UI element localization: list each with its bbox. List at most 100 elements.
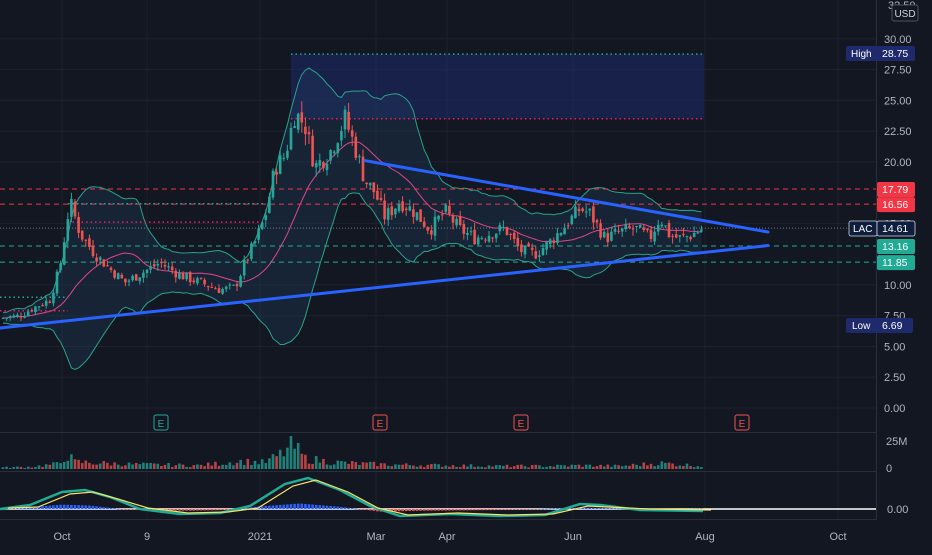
volume-bar (271, 454, 275, 469)
candle-body (325, 163, 329, 171)
volume-bar (37, 465, 41, 469)
candle-body (253, 241, 257, 244)
candle-body (343, 109, 347, 130)
volume-bar (588, 464, 592, 469)
volume-bar (59, 463, 62, 469)
macd-histogram-bar (178, 509, 181, 511)
trendline-lower[interactable] (0, 244, 770, 330)
macd-histogram-bar (307, 504, 311, 509)
candle-body (620, 228, 624, 232)
earnings-marker[interactable]: E (372, 414, 388, 431)
candle-body (224, 286, 228, 290)
time-tick-label: 2021 (248, 531, 272, 543)
macd-histogram-bar (451, 509, 455, 511)
volume-bar (685, 463, 689, 469)
candle-body (667, 223, 671, 238)
volume-bar (131, 464, 134, 469)
candle-body (160, 261, 163, 264)
volume-bar (556, 464, 559, 469)
macd-histogram-bar (134, 509, 138, 510)
earnings-marker[interactable]: E (513, 414, 529, 431)
candle-body (692, 233, 696, 238)
volume-bar (678, 465, 682, 469)
candle-body (73, 201, 77, 217)
macd-histogram-bar (458, 509, 462, 511)
macd-histogram-bar (224, 509, 228, 510)
macd-histogram-bar (73, 505, 77, 509)
macd-histogram-bar (62, 504, 66, 509)
candle-body (16, 314, 19, 317)
volume-bar (329, 465, 332, 469)
earnings-marker[interactable]: E (734, 414, 750, 431)
macd-histogram-bar (347, 507, 350, 509)
candle-body (250, 243, 253, 260)
macd-histogram-bar (419, 509, 422, 511)
volume-bar (88, 462, 91, 469)
time-axis[interactable]: Oct 9 2021 Mar Apr Jun Aug Oct (53, 531, 846, 543)
candle-body (462, 223, 466, 234)
macd-histogram-bar (250, 507, 253, 509)
candle-body (48, 301, 52, 303)
volume-axis: 25M 0 (886, 436, 907, 475)
volume-bar (577, 464, 581, 469)
volume-bar (235, 462, 239, 469)
candle-body (512, 232, 516, 240)
volume-bar (606, 464, 610, 469)
macd-histogram-bar (552, 508, 556, 510)
candle-body (30, 310, 34, 312)
candle-body (235, 283, 239, 287)
candle-body (606, 232, 610, 242)
volume-bar (516, 464, 520, 469)
macd-histogram-bar (210, 509, 214, 511)
candle-body (563, 227, 566, 235)
volume-bar (592, 466, 595, 469)
volume-bar (322, 458, 325, 469)
macd-histogram-bar (613, 508, 617, 510)
macd-histogram-bar (268, 505, 271, 509)
macd-histogram-bar (264, 505, 268, 509)
volume-bar (91, 464, 95, 469)
volume-bar (242, 465, 246, 469)
candle-body (336, 143, 340, 153)
volume-bar (98, 463, 102, 469)
volume-bar (455, 466, 458, 469)
earnings-marker[interactable]: E (153, 414, 169, 431)
macd-histogram-bar (376, 509, 379, 512)
volume-bar (5, 466, 8, 469)
volume-bar (372, 461, 376, 469)
candle-body (444, 204, 448, 213)
macd-histogram-bar (332, 506, 336, 509)
macd-histogram-bar (44, 505, 48, 509)
volume-bar (412, 465, 415, 469)
earnings-marker-box (513, 414, 529, 431)
macd-histogram-bar (530, 509, 534, 510)
volume-bar (1, 467, 5, 469)
candle-body (656, 224, 660, 232)
volume-bar (390, 466, 394, 469)
bollinger-upper-line (2, 67, 702, 313)
candle-body (8, 316, 12, 318)
candle-body (678, 235, 682, 237)
trendline-upper[interactable] (363, 159, 770, 234)
candle-body (502, 226, 505, 228)
candle-body (109, 267, 113, 270)
volume-bar (415, 466, 419, 469)
volume-bar (142, 462, 145, 469)
volume-bar (487, 465, 491, 469)
volume-bar (628, 465, 631, 469)
macd-histogram-bar (599, 508, 602, 509)
trendlines[interactable] (0, 159, 770, 330)
macd-histogram-bar (559, 508, 563, 509)
macd-histogram-bar (304, 503, 307, 509)
candle-body (552, 240, 556, 243)
candle-body (628, 225, 631, 228)
currency-button[interactable] (891, 4, 919, 22)
candle-body (595, 220, 599, 223)
macd-histogram-bar (80, 505, 84, 509)
candle-body (422, 221, 426, 227)
candle-body (347, 111, 350, 130)
volume-bar (613, 464, 617, 469)
